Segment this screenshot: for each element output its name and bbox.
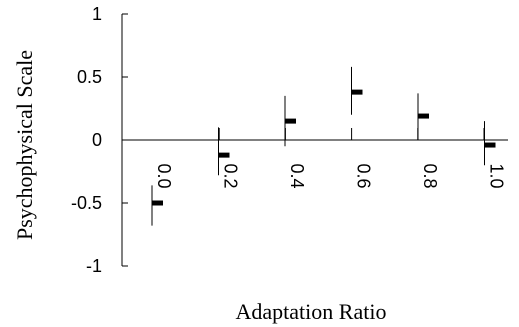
y-tick-label: -1 [86, 256, 102, 276]
mean-marker [351, 89, 363, 95]
mean-marker [484, 142, 496, 148]
y-tick-label: 0 [92, 130, 102, 150]
axes [121, 14, 508, 266]
mean-marker [418, 113, 429, 119]
x-tick-label: 0.4 [287, 163, 307, 188]
y-axis-title: Psychophysical Scale [12, 50, 37, 240]
x-tick-label: 1.0 [487, 163, 507, 188]
y-axis-ticks: 1 0.5 0 -0.5 -1 [71, 4, 128, 276]
x-tick-label: 0.2 [221, 163, 241, 188]
y-tick-label: -0.5 [71, 193, 102, 213]
x-axis-title: Adaptation Ratio [236, 299, 387, 324]
x-axis-ticks: 0.0 0.2 0.4 0.6 0.8 1.0 [154, 128, 507, 189]
x-tick-label: 0.6 [354, 163, 374, 188]
y-tick-label: 0.5 [77, 67, 102, 87]
mean-marker [152, 200, 163, 206]
x-tick-label: 0.8 [420, 163, 440, 188]
data-marks [151, 66, 496, 226]
mean-marker [218, 152, 230, 158]
x-tick-label: 0.0 [154, 163, 174, 188]
y-tick-label: 1 [92, 4, 102, 24]
mean-marker [285, 118, 296, 124]
